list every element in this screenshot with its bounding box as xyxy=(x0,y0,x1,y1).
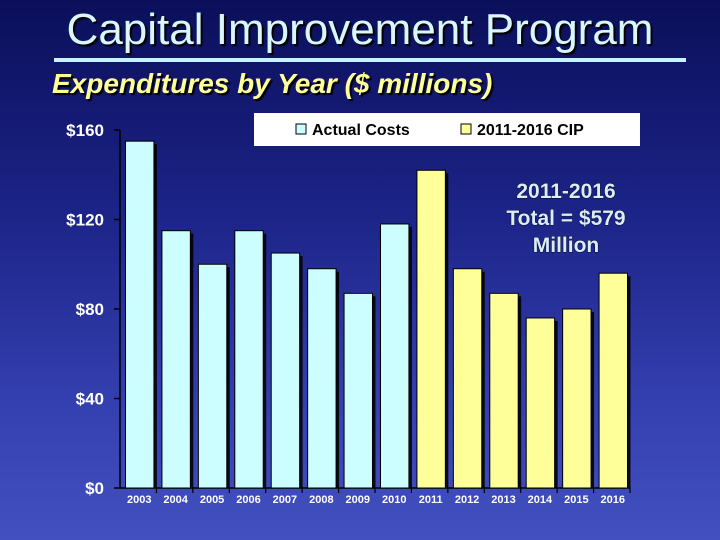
total-annotation-line: Total = $579 xyxy=(506,207,625,230)
x-tick-label: 2006 xyxy=(236,494,260,506)
total-annotation-line: Million xyxy=(533,234,600,257)
page-title: Capital Improvement Program xyxy=(66,5,654,54)
bar xyxy=(380,223,410,489)
x-tick-label: 2009 xyxy=(346,494,370,506)
bar xyxy=(452,268,483,489)
x-tick-label: 2010 xyxy=(382,494,406,506)
legend-swatch xyxy=(295,123,307,135)
bar xyxy=(270,252,301,489)
title-divider xyxy=(54,58,686,62)
bar xyxy=(307,268,337,489)
x-tick-label: 2004 xyxy=(163,494,188,506)
x-tick-label: 2013 xyxy=(491,494,515,506)
legend-swatch xyxy=(460,123,472,135)
x-tick-label: 2015 xyxy=(564,494,588,506)
y-tick-label: $0 xyxy=(85,479,104,498)
y-tick-label: $160 xyxy=(66,121,104,140)
x-tick-label: 2011 xyxy=(419,494,443,506)
bar xyxy=(343,292,373,489)
bar xyxy=(562,308,592,489)
bar xyxy=(161,230,191,489)
y-tick-label: $120 xyxy=(66,211,104,230)
bar xyxy=(598,272,628,489)
x-tick-label: 2008 xyxy=(309,494,333,506)
legend-label: 2011-2016 CIP xyxy=(477,122,584,139)
bar xyxy=(125,140,155,489)
x-tick-label: 2016 xyxy=(601,494,625,506)
x-tick-label: 2007 xyxy=(273,494,297,506)
bar xyxy=(489,292,519,489)
legend-label: Actual Costs xyxy=(312,122,410,139)
y-tick-label: $80 xyxy=(76,300,104,319)
x-tick-label: 2003 xyxy=(127,494,151,506)
bar xyxy=(525,317,556,489)
x-tick-label: 2005 xyxy=(200,494,224,506)
page-subtitle: Expenditures by Year ($ millions) xyxy=(52,68,493,99)
bar xyxy=(416,169,446,489)
total-annotation-line: 2011-2016 xyxy=(516,180,615,203)
bar xyxy=(234,230,264,489)
y-tick-label: $40 xyxy=(76,390,104,409)
x-tick-label: 2012 xyxy=(455,494,479,506)
legend xyxy=(254,113,640,146)
x-tick-label: 2014 xyxy=(528,494,553,506)
bar xyxy=(197,263,228,489)
